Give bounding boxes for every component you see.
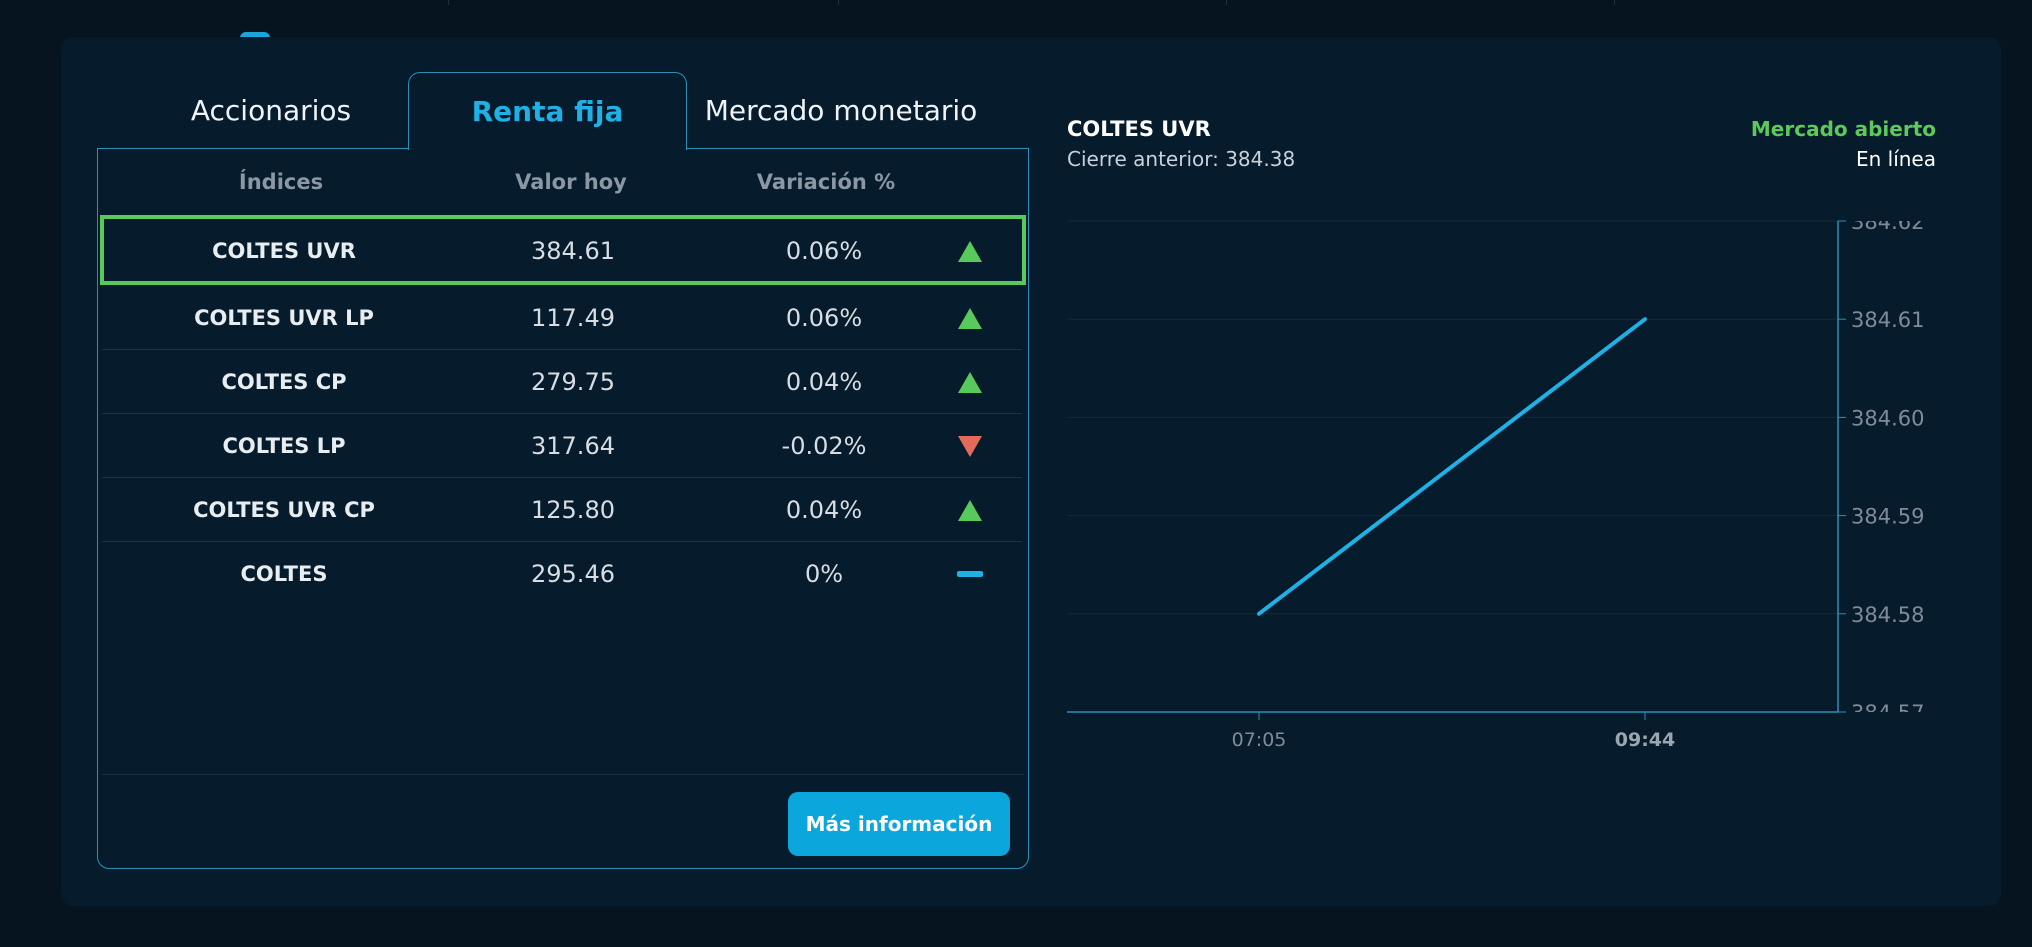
y-tick-label: 384.61 xyxy=(1851,308,1924,332)
tab-mercado-monetario[interactable]: Mercado monetario xyxy=(704,93,978,127)
trend-up-icon xyxy=(950,478,990,542)
tab-renta-fija[interactable]: Renta fija xyxy=(408,72,687,150)
y-tick-label: 384.58 xyxy=(1851,603,1924,627)
row-value: 125.80 xyxy=(531,496,615,524)
table-footer-divider xyxy=(102,774,1024,775)
row-change: -0.02% xyxy=(781,432,867,460)
table-row[interactable]: COLTES UVR 384.61 0.06% xyxy=(100,215,1026,285)
header-indices: Índices xyxy=(238,170,324,194)
row-value: 279.75 xyxy=(531,368,615,396)
table-row[interactable]: COLTES LP 317.64 -0.02% xyxy=(102,414,1022,478)
table-header: Índices Valor hoy Variación % xyxy=(98,148,1028,212)
trend-flat-icon xyxy=(950,542,990,606)
chart-series xyxy=(1257,317,1647,616)
row-value: 117.49 xyxy=(531,304,615,332)
row-change: 0.04% xyxy=(785,496,863,524)
x-tick-label: 09:44 xyxy=(1615,729,1675,751)
y-tick-label: 384.59 xyxy=(1851,505,1924,529)
row-value: 384.61 xyxy=(531,237,615,265)
market-status: Mercado abierto xyxy=(1750,117,1936,141)
market-panel: Accionarios Renta fija Mercado monetario… xyxy=(61,37,2001,906)
top-accent-marker xyxy=(240,32,270,40)
y-tick-label: 384.62 xyxy=(1851,210,1924,234)
price-chart: 384.62 384.61 384.60 384.59 384.58 384.57 07:0… xyxy=(1067,210,1925,751)
trend-down-icon xyxy=(950,414,990,478)
header-variacion: Variación % xyxy=(756,170,896,194)
header-valor-hoy: Valor hoy xyxy=(515,170,627,194)
connection-status: En línea xyxy=(1855,147,1936,171)
table-row[interactable]: COLTES UVR LP 117.49 0.06% xyxy=(102,286,1022,350)
indices-table: Índices Valor hoy Variación % COLTES UVR… xyxy=(97,148,1029,869)
chart-title: COLTES UVR xyxy=(1067,117,1211,141)
row-index-name: COLTES CP xyxy=(221,370,347,394)
top-divider xyxy=(0,0,2032,6)
y-tick-label: 384.60 xyxy=(1851,406,1924,430)
row-index-name: COLTES UVR LP xyxy=(194,306,374,330)
row-index-name: COLTES LP xyxy=(222,434,346,458)
tab-accionarios[interactable]: Accionarios xyxy=(190,93,352,127)
row-index-name: COLTES xyxy=(240,562,328,586)
row-change: 0.04% xyxy=(785,368,863,396)
trend-up-icon xyxy=(950,286,990,350)
row-change: 0.06% xyxy=(785,304,863,332)
table-row[interactable]: COLTES UVR CP 125.80 0.04% xyxy=(102,478,1022,542)
row-value: 295.46 xyxy=(531,560,615,588)
row-index-name: COLTES UVR xyxy=(212,239,356,263)
row-index-name: COLTES UVR CP xyxy=(193,498,375,522)
more-info-button[interactable]: Más información xyxy=(788,792,1010,856)
chart-tick-labels: 384.62 384.61 384.60 384.59 384.58 384.57 07:0… xyxy=(1232,210,1925,751)
trend-up-icon xyxy=(950,219,990,283)
row-change: 0% xyxy=(804,560,844,588)
row-change: 0.06% xyxy=(785,237,863,265)
chart-axes xyxy=(1067,220,1846,720)
x-tick-label: 07:05 xyxy=(1232,729,1287,751)
trend-up-icon xyxy=(950,350,990,414)
table-row[interactable]: COLTES 295.46 0% xyxy=(102,542,1022,606)
row-value: 317.64 xyxy=(531,432,615,460)
previous-close: Cierre anterior: 384.38 xyxy=(1067,147,1296,171)
table-row[interactable]: COLTES CP 279.75 0.04% xyxy=(102,350,1022,414)
series-line xyxy=(1257,317,1647,616)
y-tick-label: 384.57 xyxy=(1851,701,1924,725)
